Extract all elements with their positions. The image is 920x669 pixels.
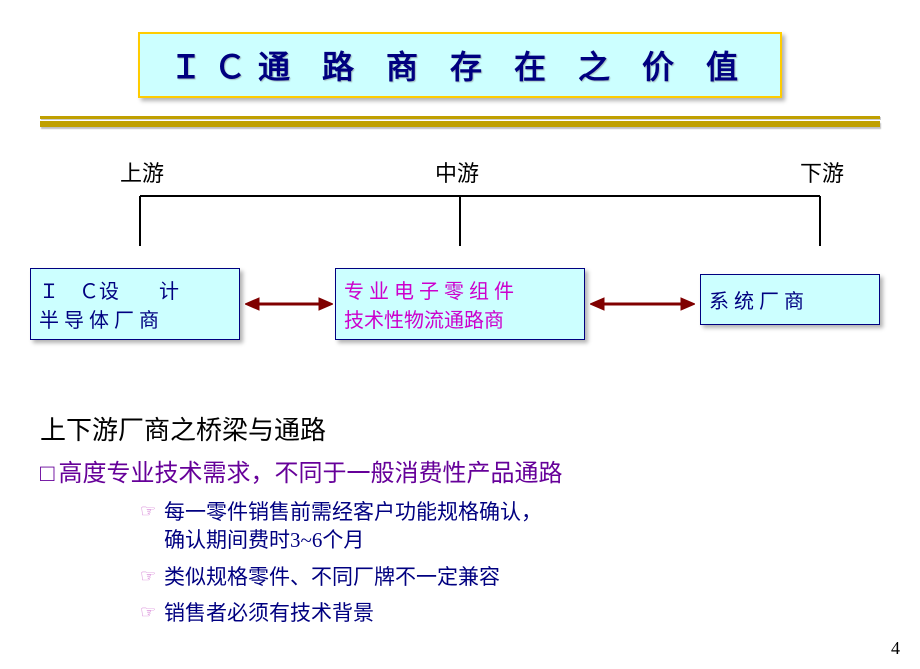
sub-bullet-1: 每一零件销售前需经客户功能规格确认， 确认期间费时3~6个月: [140, 498, 880, 555]
slide-title: ＩＣ通 路 商 存 在 之 价 值: [170, 42, 750, 88]
title-box: ＩＣ通 路 商 存 在 之 价 值: [138, 32, 782, 98]
node-system-vendor: 系 统 厂 商: [700, 274, 880, 325]
sub-bullet-list: 每一零件销售前需经客户功能规格确认， 确认期间费时3~6个月 类似规格零件、不同…: [140, 498, 880, 627]
title-region: ＩＣ通 路 商 存 在 之 价 值: [0, 32, 920, 98]
node-system-vendor-line1: 系 统 厂 商: [709, 285, 871, 314]
node-ic-design-line2: 半 导 体 厂 商: [39, 304, 231, 333]
page-number: 4: [891, 638, 900, 659]
stage-midstream-label: 中游: [435, 156, 479, 188]
heading-requirement: 高度专业技术需求，不同于一般消费性产品通路: [40, 453, 880, 488]
supply-chain-diagram: 上游 中游 下游 Ｉ Ｃ设 计 半 导 体 厂 商 专 业 电 子 零 组 件 …: [40, 156, 880, 356]
arrow-mid-right: [590, 294, 695, 314]
stage-downstream-label: 下游: [800, 156, 844, 188]
node-distributor-line1: 专 业 电 子 零 组 件: [344, 275, 576, 304]
sub-bullet-3: 销售者必须有技术背景: [140, 599, 880, 627]
body-content: 上下游厂商之桥梁与通路 高度专业技术需求，不同于一般消费性产品通路 每一零件销售…: [40, 410, 880, 635]
node-ic-design: Ｉ Ｃ设 计 半 导 体 厂 商: [30, 268, 240, 340]
node-ic-design-line1: Ｉ Ｃ设 计: [39, 275, 231, 304]
node-distributor: 专 业 电 子 零 组 件 技术性物流通路商: [335, 268, 585, 340]
horizontal-rule: [40, 116, 880, 126]
sub-bullet-2: 类似规格零件、不同厂牌不一定兼容: [140, 563, 880, 591]
node-distributor-line2: 技术性物流通路商: [344, 304, 576, 333]
bracket-connector: [120, 186, 840, 246]
heading-bridge: 上下游厂商之桥梁与通路: [40, 410, 880, 447]
stage-upstream-label: 上游: [120, 156, 164, 188]
arrow-left-mid: [245, 294, 333, 314]
